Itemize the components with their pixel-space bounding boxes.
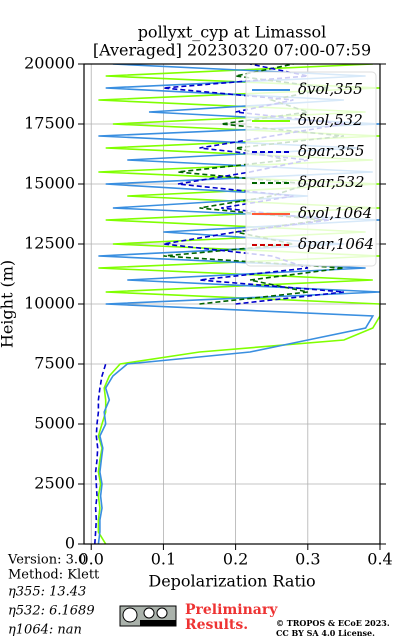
x-axis-label: Depolarization Ratio bbox=[148, 572, 315, 591]
annotation: Results. bbox=[185, 617, 248, 633]
y-tick-label: 12500 bbox=[24, 234, 75, 253]
annotation: CC BY SA 4.0 License. bbox=[276, 628, 375, 638]
legend-label: δvol,355 bbox=[298, 80, 363, 98]
y-tick-label: 2500 bbox=[34, 474, 75, 493]
y-tick-label: 17500 bbox=[24, 114, 75, 133]
x-tick-label: 0.4 bbox=[367, 550, 392, 569]
cc-badge bbox=[119, 605, 177, 627]
annotation: © TROPOS & ECoE 2023. bbox=[276, 618, 390, 628]
x-tick-label: 0.0 bbox=[78, 550, 103, 569]
y-tick-label: 0 bbox=[65, 534, 75, 553]
annotation: Version: 3.0 bbox=[7, 553, 86, 568]
annotation: η1064: nan bbox=[8, 623, 82, 638]
y-tick-label: 5000 bbox=[34, 414, 75, 433]
x-tick-label: 0.1 bbox=[151, 550, 176, 569]
y-tick-label: 20000 bbox=[24, 54, 75, 73]
y-axis-label: Height (m) bbox=[0, 260, 17, 348]
annotation: η532: 6.1689 bbox=[8, 604, 95, 619]
y-tick-label: 10000 bbox=[24, 294, 75, 313]
annotation: Preliminary bbox=[185, 602, 278, 618]
chart-title: pollyxt_cyp at Limassol bbox=[138, 23, 327, 42]
plot-frame bbox=[83, 63, 381, 545]
x-tick-label: 0.3 bbox=[295, 550, 320, 569]
legend-label: δvol,532 bbox=[298, 111, 363, 129]
legend-label: δvol,1064 bbox=[298, 204, 372, 222]
data-line bbox=[94, 64, 345, 544]
legend-label: δpar,355 bbox=[298, 142, 365, 160]
x-tick-label: 0.2 bbox=[223, 550, 248, 569]
y-tick-label: 15000 bbox=[24, 174, 75, 193]
annotation: η355: 13.43 bbox=[8, 585, 86, 600]
chart-subtitle: [Averaged] 20230320 07:00-07:59 bbox=[93, 41, 371, 60]
legend-label: δpar,532 bbox=[298, 173, 365, 191]
legend-label: δpar,1064 bbox=[298, 235, 374, 253]
annotation: Method: Klett bbox=[8, 568, 100, 583]
legend: δvol,355 δvol,532 δpar,355 δpar,532 δvol,106… bbox=[245, 71, 377, 267]
data-line bbox=[97, 64, 380, 544]
y-tick-label: 7500 bbox=[34, 354, 75, 373]
